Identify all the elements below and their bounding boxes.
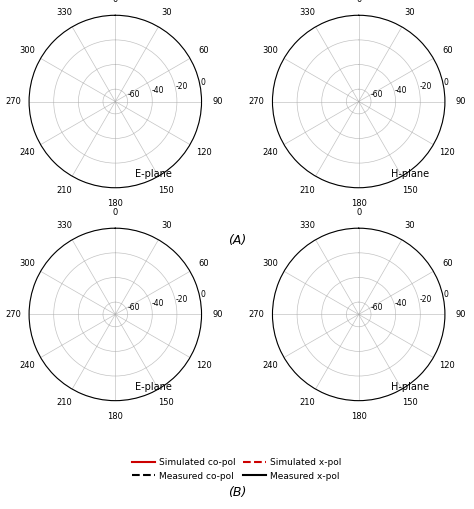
Text: (B): (B) xyxy=(228,486,246,499)
Text: E-plane: E-plane xyxy=(135,169,172,179)
Text: (A): (A) xyxy=(228,234,246,247)
Text: E-plane: E-plane xyxy=(135,382,172,392)
Legend: Simulated co-pol, Measured co-pol, Simulated x-pol, Measured x-pol: Simulated co-pol, Measured co-pol, Simul… xyxy=(129,455,345,484)
Text: H-plane: H-plane xyxy=(392,169,429,179)
Text: H-plane: H-plane xyxy=(392,382,429,392)
